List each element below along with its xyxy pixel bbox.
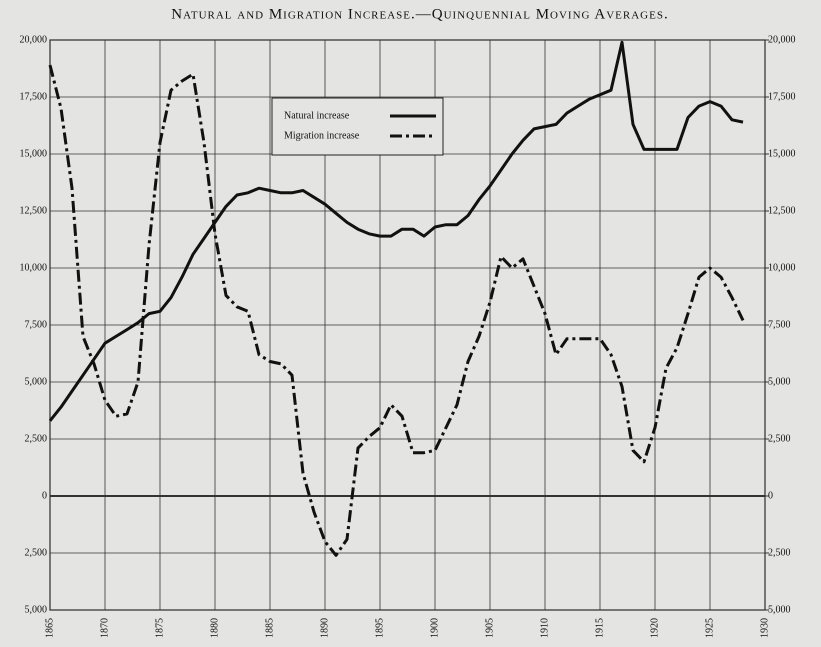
x-tick-label: 1900 — [429, 618, 440, 638]
y2-tick-label: 17,500 — [768, 91, 796, 102]
x-tick-label: 1865 — [44, 618, 55, 638]
x-tick-label: 1875 — [154, 618, 165, 638]
x-tick-label: 1895 — [374, 618, 385, 638]
y-tick-label: 17,500 — [20, 91, 48, 102]
x-tick-label: 1905 — [484, 618, 495, 638]
series-line — [48, 40, 744, 422]
legend-box — [271, 97, 444, 156]
legend-label: Natural increase — [284, 110, 350, 121]
y2-tick-label: 5,000 — [768, 376, 791, 387]
series-line — [48, 64, 745, 557]
y-tick-label: 2,500 — [25, 433, 48, 444]
y2-tick-label: 12,500 — [768, 205, 796, 216]
x-tick-label: 1910 — [539, 618, 550, 638]
y-tick-label: 20,000 — [20, 34, 48, 45]
x-tick-label: 1920 — [649, 618, 660, 638]
x-tick-label: 1915 — [594, 618, 605, 638]
y-tick-label: 2,500 — [25, 547, 48, 558]
y-tick-label: 5,000 — [25, 604, 48, 615]
x-tick-label: 1890 — [319, 618, 330, 638]
y2-tick-label: 20,000 — [768, 34, 796, 45]
legend-label: Migration increase — [284, 130, 360, 141]
y2-tick-label: 2,500 — [768, 433, 791, 444]
y2-tick-label: 15,000 — [768, 148, 796, 159]
y-tick-label: 10,000 — [20, 262, 48, 273]
x-tick-label: 1885 — [264, 618, 275, 638]
y2-tick-label: 10,000 — [768, 262, 796, 273]
y-tick-label: 5,000 — [25, 376, 48, 387]
y2-tick-label: 5,000 — [768, 604, 791, 615]
y2-tick-label: 2,500 — [768, 547, 791, 558]
x-tick-label: 1880 — [209, 618, 220, 638]
x-tick-label: 1925 — [704, 618, 715, 638]
y-tick-label: 7,500 — [25, 319, 48, 330]
y2-tick-label: 0 — [768, 490, 773, 501]
x-tick-label: 1870 — [99, 618, 110, 638]
y-tick-label: 12,500 — [20, 205, 48, 216]
y-tick-label: 15,000 — [20, 148, 48, 159]
y2-tick-label: 7,500 — [768, 319, 791, 330]
chart-title: Natural and Migration Increase.—Quinquen… — [171, 6, 668, 22]
x-tick-label: 1930 — [759, 618, 770, 638]
y-tick-label: 0 — [42, 490, 47, 501]
